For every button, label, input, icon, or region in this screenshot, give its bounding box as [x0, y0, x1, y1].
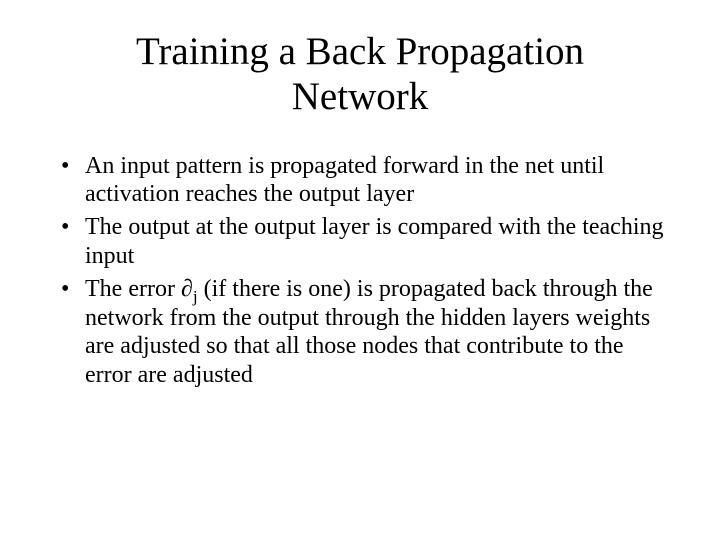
- bullet-text-1: An input pattern is propagated forward i…: [85, 153, 604, 208]
- bullet-item-1: An input pattern is propagated forward i…: [55, 152, 665, 210]
- bullet-item-2: The output at the output layer is compar…: [55, 213, 665, 271]
- bullet-item-3: The error ∂j (if there is one) is propag…: [55, 275, 665, 390]
- bullet-text-2: The output at the output layer is compar…: [85, 214, 664, 269]
- bullet-list: An input pattern is propagated forward i…: [55, 152, 665, 390]
- bullet-text-3-pre: The error: [85, 276, 181, 302]
- partial-symbol: ∂: [181, 276, 193, 302]
- title-line-1: Training a Back Propagation: [136, 30, 584, 73]
- title-line-2: Network: [292, 75, 428, 118]
- slide-title: Training a Back Propagation Network: [55, 30, 665, 120]
